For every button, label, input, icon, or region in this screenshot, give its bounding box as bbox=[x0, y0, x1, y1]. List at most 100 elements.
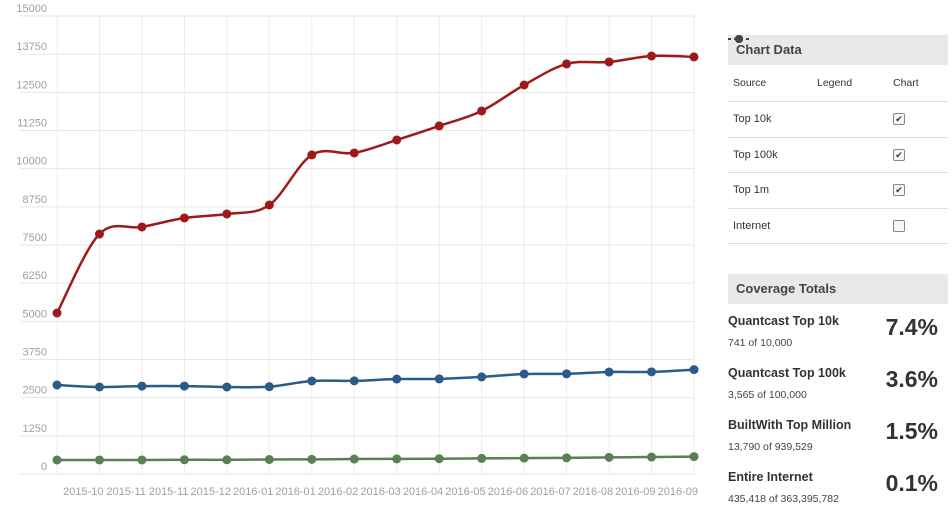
point bbox=[519, 80, 529, 90]
point bbox=[264, 200, 274, 210]
legend-swatch bbox=[728, 35, 750, 43]
point bbox=[434, 121, 444, 131]
x-tick-label: 2015-12 bbox=[190, 486, 230, 498]
y-tick-label: 15000 bbox=[16, 3, 47, 15]
point bbox=[392, 374, 402, 384]
checkbox[interactable]: ✔ bbox=[893, 184, 905, 197]
panel-title: Chart Data bbox=[728, 35, 948, 65]
point bbox=[519, 453, 529, 463]
point bbox=[477, 372, 487, 382]
coverage-row: Quantcast Top 100k 3,565 of 100,000 3.6% bbox=[728, 362, 948, 414]
point bbox=[477, 453, 487, 463]
point bbox=[519, 369, 529, 379]
point bbox=[562, 59, 572, 69]
source: Top 10k bbox=[733, 113, 772, 126]
point bbox=[264, 454, 274, 464]
source: Top 1m bbox=[733, 184, 770, 197]
point bbox=[179, 381, 189, 391]
coverage-detail: 741 of 10,000 bbox=[728, 337, 793, 349]
point bbox=[137, 455, 147, 465]
coverage-list: Quantcast Top 10k 741 of 10,000 7.4% Quantc… bbox=[728, 304, 948, 518]
point bbox=[349, 376, 359, 386]
point bbox=[392, 454, 402, 464]
coverage-detail: 3,565 of 100,000 bbox=[728, 389, 807, 401]
x-tick-label: 2016-07 bbox=[530, 486, 570, 498]
header: Chart bbox=[893, 77, 919, 89]
header: Legend bbox=[817, 77, 853, 89]
point bbox=[689, 365, 699, 375]
point bbox=[477, 106, 487, 116]
x-tick-label: 2016-03 bbox=[360, 486, 400, 498]
x-tick-label: 2015-11 bbox=[106, 486, 146, 498]
coverage-row: Quantcast Top 10k 741 of 10,000 7.4% bbox=[728, 310, 948, 362]
checkbox-cell: ✔ bbox=[893, 148, 943, 161]
y-tick-label: 10000 bbox=[16, 156, 47, 168]
point bbox=[689, 52, 699, 62]
y-tick-label: 7500 bbox=[23, 232, 47, 244]
coverage-name: Quantcast Top 100k bbox=[728, 366, 846, 380]
point bbox=[222, 455, 232, 465]
coverage-detail: 435,418 of 363,395,782 bbox=[728, 493, 839, 505]
point bbox=[349, 454, 359, 464]
coverage-percent: 1.5% bbox=[885, 418, 938, 444]
x-tick-label: 2016-04 bbox=[403, 486, 443, 498]
point bbox=[94, 455, 104, 465]
x-tick-label: 2016-02 bbox=[318, 486, 358, 498]
point bbox=[604, 367, 614, 377]
checkbox-cell: ✔ bbox=[893, 113, 943, 126]
x-tick-label: 2015-10 bbox=[63, 486, 103, 498]
point bbox=[434, 374, 444, 384]
y-tick-label: 0 bbox=[41, 461, 47, 473]
point bbox=[392, 135, 402, 145]
y-tick-label: 5000 bbox=[23, 308, 47, 320]
y-tick-label: 8750 bbox=[23, 194, 47, 206]
x-tick-label: 2016-06 bbox=[488, 486, 528, 498]
coverage-percent: 3.6% bbox=[885, 366, 938, 392]
point bbox=[434, 454, 444, 464]
y-tick-label: 12500 bbox=[16, 79, 47, 91]
x-tick-label: 2016-08 bbox=[573, 486, 613, 498]
point bbox=[562, 453, 572, 463]
sidebar: Chart Data Source Legend Chart Top 10k ✔ T… bbox=[728, 35, 948, 518]
y-tick-label: 3750 bbox=[23, 347, 47, 359]
point bbox=[349, 148, 359, 158]
point bbox=[307, 454, 317, 464]
point bbox=[647, 51, 657, 61]
point bbox=[52, 308, 62, 318]
legend-table: Top 10k ✔ Top 100k ✔ Top 1m ✔ Internet bbox=[728, 35, 948, 244]
series-line bbox=[57, 455, 695, 462]
checkbox-cell bbox=[893, 219, 943, 232]
checkbox[interactable] bbox=[893, 219, 905, 232]
point bbox=[137, 381, 147, 391]
source: Internet bbox=[733, 219, 771, 232]
point bbox=[307, 376, 317, 386]
coverage-name: Quantcast Top 10k bbox=[728, 314, 839, 328]
panel-title: Coverage Totals bbox=[728, 274, 948, 304]
coverage-name: Entire Internet bbox=[728, 470, 813, 484]
checkbox[interactable]: ✔ bbox=[893, 148, 905, 161]
coverage-row: BuiltWith Top Million 13,790 of 939,529 1.… bbox=[728, 414, 948, 466]
point bbox=[52, 380, 62, 390]
point bbox=[137, 222, 147, 232]
legend-row: Internet bbox=[728, 35, 948, 244]
y-tick-label: 2500 bbox=[23, 385, 47, 397]
series-line bbox=[55, 54, 695, 314]
point bbox=[222, 382, 232, 392]
coverage-percent: 7.4% bbox=[885, 314, 938, 340]
checkbox-cell: ✔ bbox=[893, 184, 943, 197]
legend-row: Top 1m ✔ bbox=[728, 35, 948, 209]
point bbox=[264, 382, 274, 392]
point bbox=[647, 452, 657, 462]
legend-row: Top 100k ✔ bbox=[728, 35, 948, 173]
point bbox=[94, 229, 104, 239]
point bbox=[222, 209, 232, 219]
checkbox[interactable]: ✔ bbox=[893, 113, 905, 126]
x-tick-label: 2015-11 bbox=[149, 486, 189, 498]
point bbox=[689, 452, 699, 462]
point bbox=[604, 57, 614, 67]
table-header: Source Legend Chart bbox=[728, 65, 948, 102]
y-tick-label: 13750 bbox=[16, 41, 47, 53]
x-tick-label: 2016-01 bbox=[233, 486, 273, 498]
header: Source bbox=[733, 77, 767, 89]
y-tick-label: 11250 bbox=[17, 118, 47, 130]
